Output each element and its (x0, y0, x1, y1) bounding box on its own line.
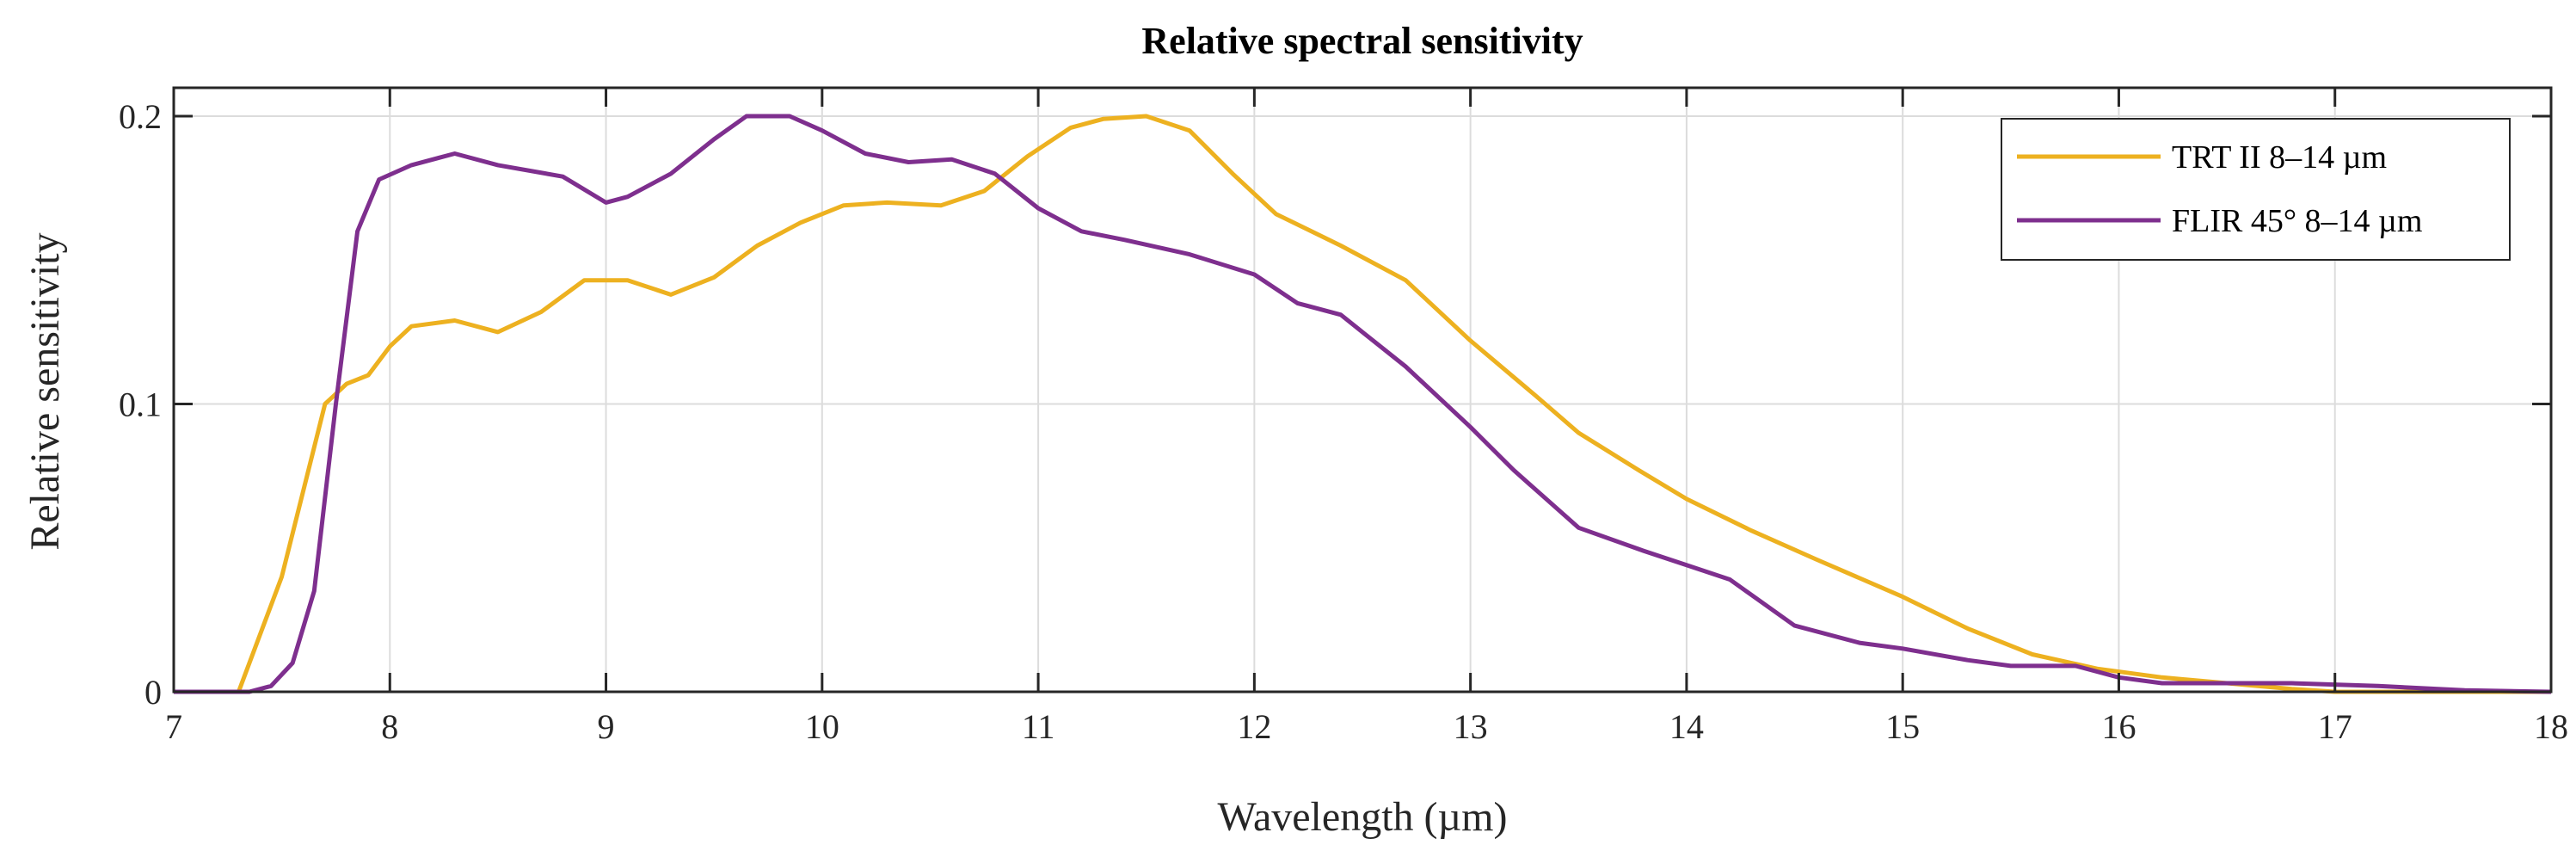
x-tick-label: 16 (2101, 707, 2136, 746)
y-axis-label: Relative sensitivity (22, 232, 68, 550)
x-tick-label: 7 (165, 707, 182, 746)
x-tick-label: 17 (2318, 707, 2352, 746)
legend-label-flir: FLIR 45° 8–14 µm (2172, 203, 2423, 239)
x-tick-label: 18 (2534, 707, 2568, 746)
x-tick-label: 15 (1885, 707, 1920, 746)
x-tick-label: 10 (805, 707, 839, 746)
x-tick-label: 11 (1022, 707, 1055, 746)
x-tick-label: 13 (1454, 707, 1488, 746)
x-tick-label: 9 (598, 707, 615, 746)
series-line-trt (174, 114, 2551, 694)
series-lines (174, 114, 2552, 694)
x-tick-label: 12 (1237, 707, 1271, 746)
x-tick-label: 14 (1669, 707, 1704, 746)
series-line-flir (174, 114, 2552, 694)
y-tick-label: 0.2 (119, 97, 162, 136)
y-tick-label: 0 (144, 673, 162, 712)
plot-frame (172, 86, 2553, 694)
legend: TRT II 8–14 µm FLIR 45° 8–14 µm (2001, 118, 2511, 261)
ticks: 7 8 9 10 11 12 13 14 15 16 17 18 0 0.1 0.2 (119, 88, 2568, 746)
x-tick-label: 8 (381, 707, 398, 746)
legend-label-trt: TRT II 8–14 µm (2172, 139, 2387, 176)
chart-title: Relative spectral sensitivity (1141, 20, 1583, 62)
x-axis-label: Wavelength (µm) (1217, 794, 1507, 840)
y-tick-label: 0.1 (119, 385, 162, 424)
legend-box (2001, 118, 2511, 261)
